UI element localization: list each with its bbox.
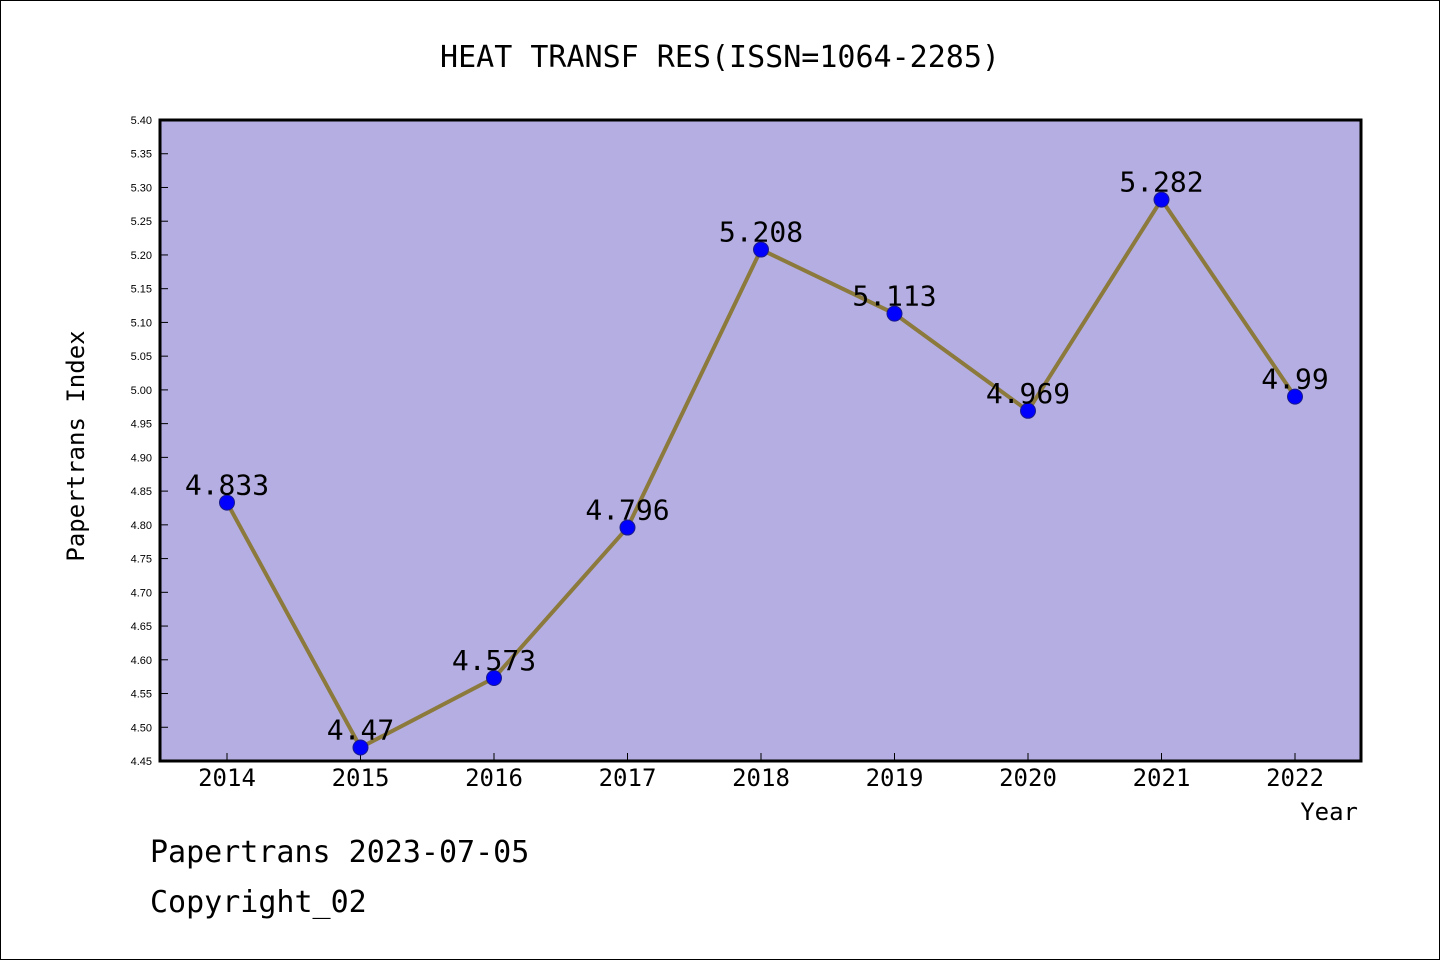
y-tick-label: 4.45 <box>131 756 152 768</box>
data-label: 4.796 <box>585 494 669 527</box>
x-tick-label: 2021 <box>1133 764 1191 792</box>
y-tick-label: 5.40 <box>131 115 152 127</box>
x-tick-label: 2017 <box>599 764 657 792</box>
y-tick-label: 4.75 <box>131 554 152 566</box>
data-point-marker <box>886 305 903 322</box>
y-tick-label: 4.70 <box>131 587 152 599</box>
footer-copyright: Copyright_02 <box>150 885 367 920</box>
data-point-marker <box>753 241 769 258</box>
y-tick-label: 4.55 <box>131 689 152 701</box>
y-axis-ticks: 4.45 4.50 4.55 4.60 4.65 4.70 4.75 4.80 4.85 4.90… <box>131 115 168 768</box>
y-tick-label: 5.30 <box>131 182 152 194</box>
y-tick-label: 5.20 <box>131 250 152 262</box>
y-tick-label: 5.05 <box>131 351 152 363</box>
y-tick-label: 4.80 <box>131 520 152 532</box>
data-point-marker <box>1153 191 1170 208</box>
plot-area <box>158 118 1363 763</box>
data-point-marker <box>352 739 369 756</box>
data-label: 4.573 <box>452 644 536 677</box>
data-label: 4.833 <box>185 469 269 502</box>
data-label: 5.282 <box>1119 166 1203 199</box>
y-tick-label: 5.00 <box>131 385 152 397</box>
data-point-marker <box>1020 402 1036 419</box>
data-label: 5.208 <box>719 216 803 249</box>
x-tick-label: 2014 <box>198 764 256 792</box>
data-point-marker <box>1287 388 1303 405</box>
data-point-marker <box>619 519 636 536</box>
x-tick-label: 2016 <box>465 764 523 792</box>
y-tick-label: 5.35 <box>131 149 152 161</box>
x-tick-label: 2020 <box>999 764 1057 792</box>
x-tick-label: 2015 <box>332 764 390 792</box>
y-axis-label: Papertrans Index <box>62 330 90 561</box>
series-layer: 4.833 4.47 4.573 4.796 5.208 5.113 4.969 5.282 4… <box>185 166 1329 756</box>
data-point-marker <box>219 494 235 511</box>
x-tick-label: 2022 <box>1266 764 1324 792</box>
footer-date-line: Papertrans 2023-07-05 <box>150 835 530 870</box>
y-tick-label: 4.65 <box>131 621 152 633</box>
chart-title: HEAT TRANSF RES(ISSN=1064-2285) <box>440 40 1000 75</box>
data-point-marker <box>486 670 502 687</box>
y-tick-label: 4.95 <box>131 419 152 431</box>
x-tick-label: 2019 <box>866 764 924 792</box>
data-label: 5.113 <box>852 280 936 313</box>
y-tick-label: 4.85 <box>131 486 152 498</box>
data-label: 4.969 <box>986 377 1070 410</box>
x-axis-ticks: 2014 2015 2016 2017 2018 2019 2020 2021 2022 <box>198 753 1324 792</box>
y-tick-label: 5.25 <box>131 216 152 228</box>
x-axis-label: Year <box>1300 798 1358 826</box>
y-tick-label: 4.90 <box>131 452 152 464</box>
x-tick-label: 2018 <box>732 764 790 792</box>
data-label: 4.99 <box>1261 363 1328 396</box>
data-label: 4.47 <box>327 714 394 747</box>
y-tick-label: 4.50 <box>131 722 152 734</box>
y-tick-label: 5.15 <box>131 284 152 296</box>
y-tick-label: 5.10 <box>131 317 152 329</box>
y-tick-label: 4.60 <box>131 655 152 667</box>
